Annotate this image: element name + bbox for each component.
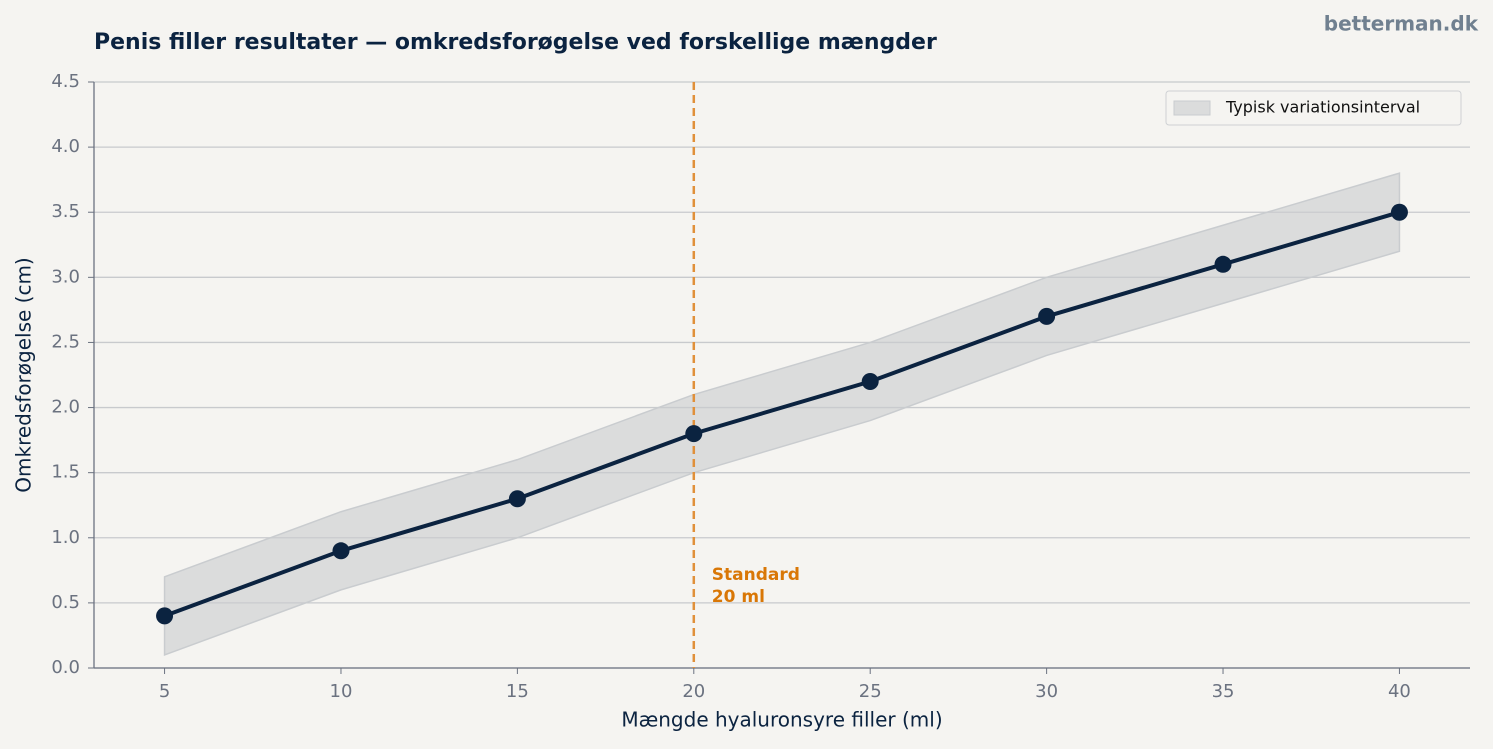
reference-label: Standard	[712, 565, 800, 585]
reference-label: 20 ml	[712, 587, 765, 607]
variation-band	[163, 172, 1401, 657]
y-tick-label: 0.0	[51, 657, 80, 678]
chart-title: Penis filler resultater — omkredsforøgel…	[94, 30, 937, 55]
legend: Typisk variationsinterval	[1165, 90, 1462, 126]
data-point	[508, 490, 526, 508]
data-line	[163, 210, 1401, 618]
y-axis-label: Omkredsforøgelse (cm)	[12, 257, 36, 492]
y-tick-label: 1.0	[51, 527, 80, 548]
x-tick-label: 35	[1212, 681, 1235, 702]
x-tick-label: 20	[682, 681, 705, 702]
x-axis-label: Mængde hyaluronsyre filler (ml)	[621, 708, 942, 732]
y-tick-label: 4.0	[51, 136, 80, 157]
y-tick-label: 0.5	[51, 592, 80, 613]
legend-swatch	[1173, 100, 1211, 116]
x-tick-label: 5	[159, 681, 170, 702]
y-tick-label: 1.5	[51, 462, 80, 483]
data-point	[1214, 255, 1232, 273]
legend-label: Typisk variationsinterval	[1225, 98, 1420, 117]
y-tick-label: 2.0	[51, 397, 80, 418]
y-tick-label: 4.5	[51, 71, 80, 92]
y-tick-label: 2.5	[51, 331, 80, 352]
data-point	[332, 542, 350, 560]
data-point	[685, 425, 703, 443]
x-tick-label: 30	[1035, 681, 1058, 702]
y-tick-label: 3.5	[51, 201, 80, 222]
data-point	[861, 373, 879, 391]
y-tick-label: 3.0	[51, 266, 80, 287]
x-tick-label: 25	[859, 681, 882, 702]
data-point	[156, 607, 174, 625]
x-tick-label: 40	[1388, 681, 1411, 702]
data-point	[1390, 203, 1408, 221]
watermark: betterman.dk	[1324, 12, 1479, 36]
legend-frame	[1165, 90, 1462, 126]
x-tick-label: 10	[330, 681, 353, 702]
data-point	[1038, 307, 1056, 325]
x-tick-label: 15	[506, 681, 529, 702]
